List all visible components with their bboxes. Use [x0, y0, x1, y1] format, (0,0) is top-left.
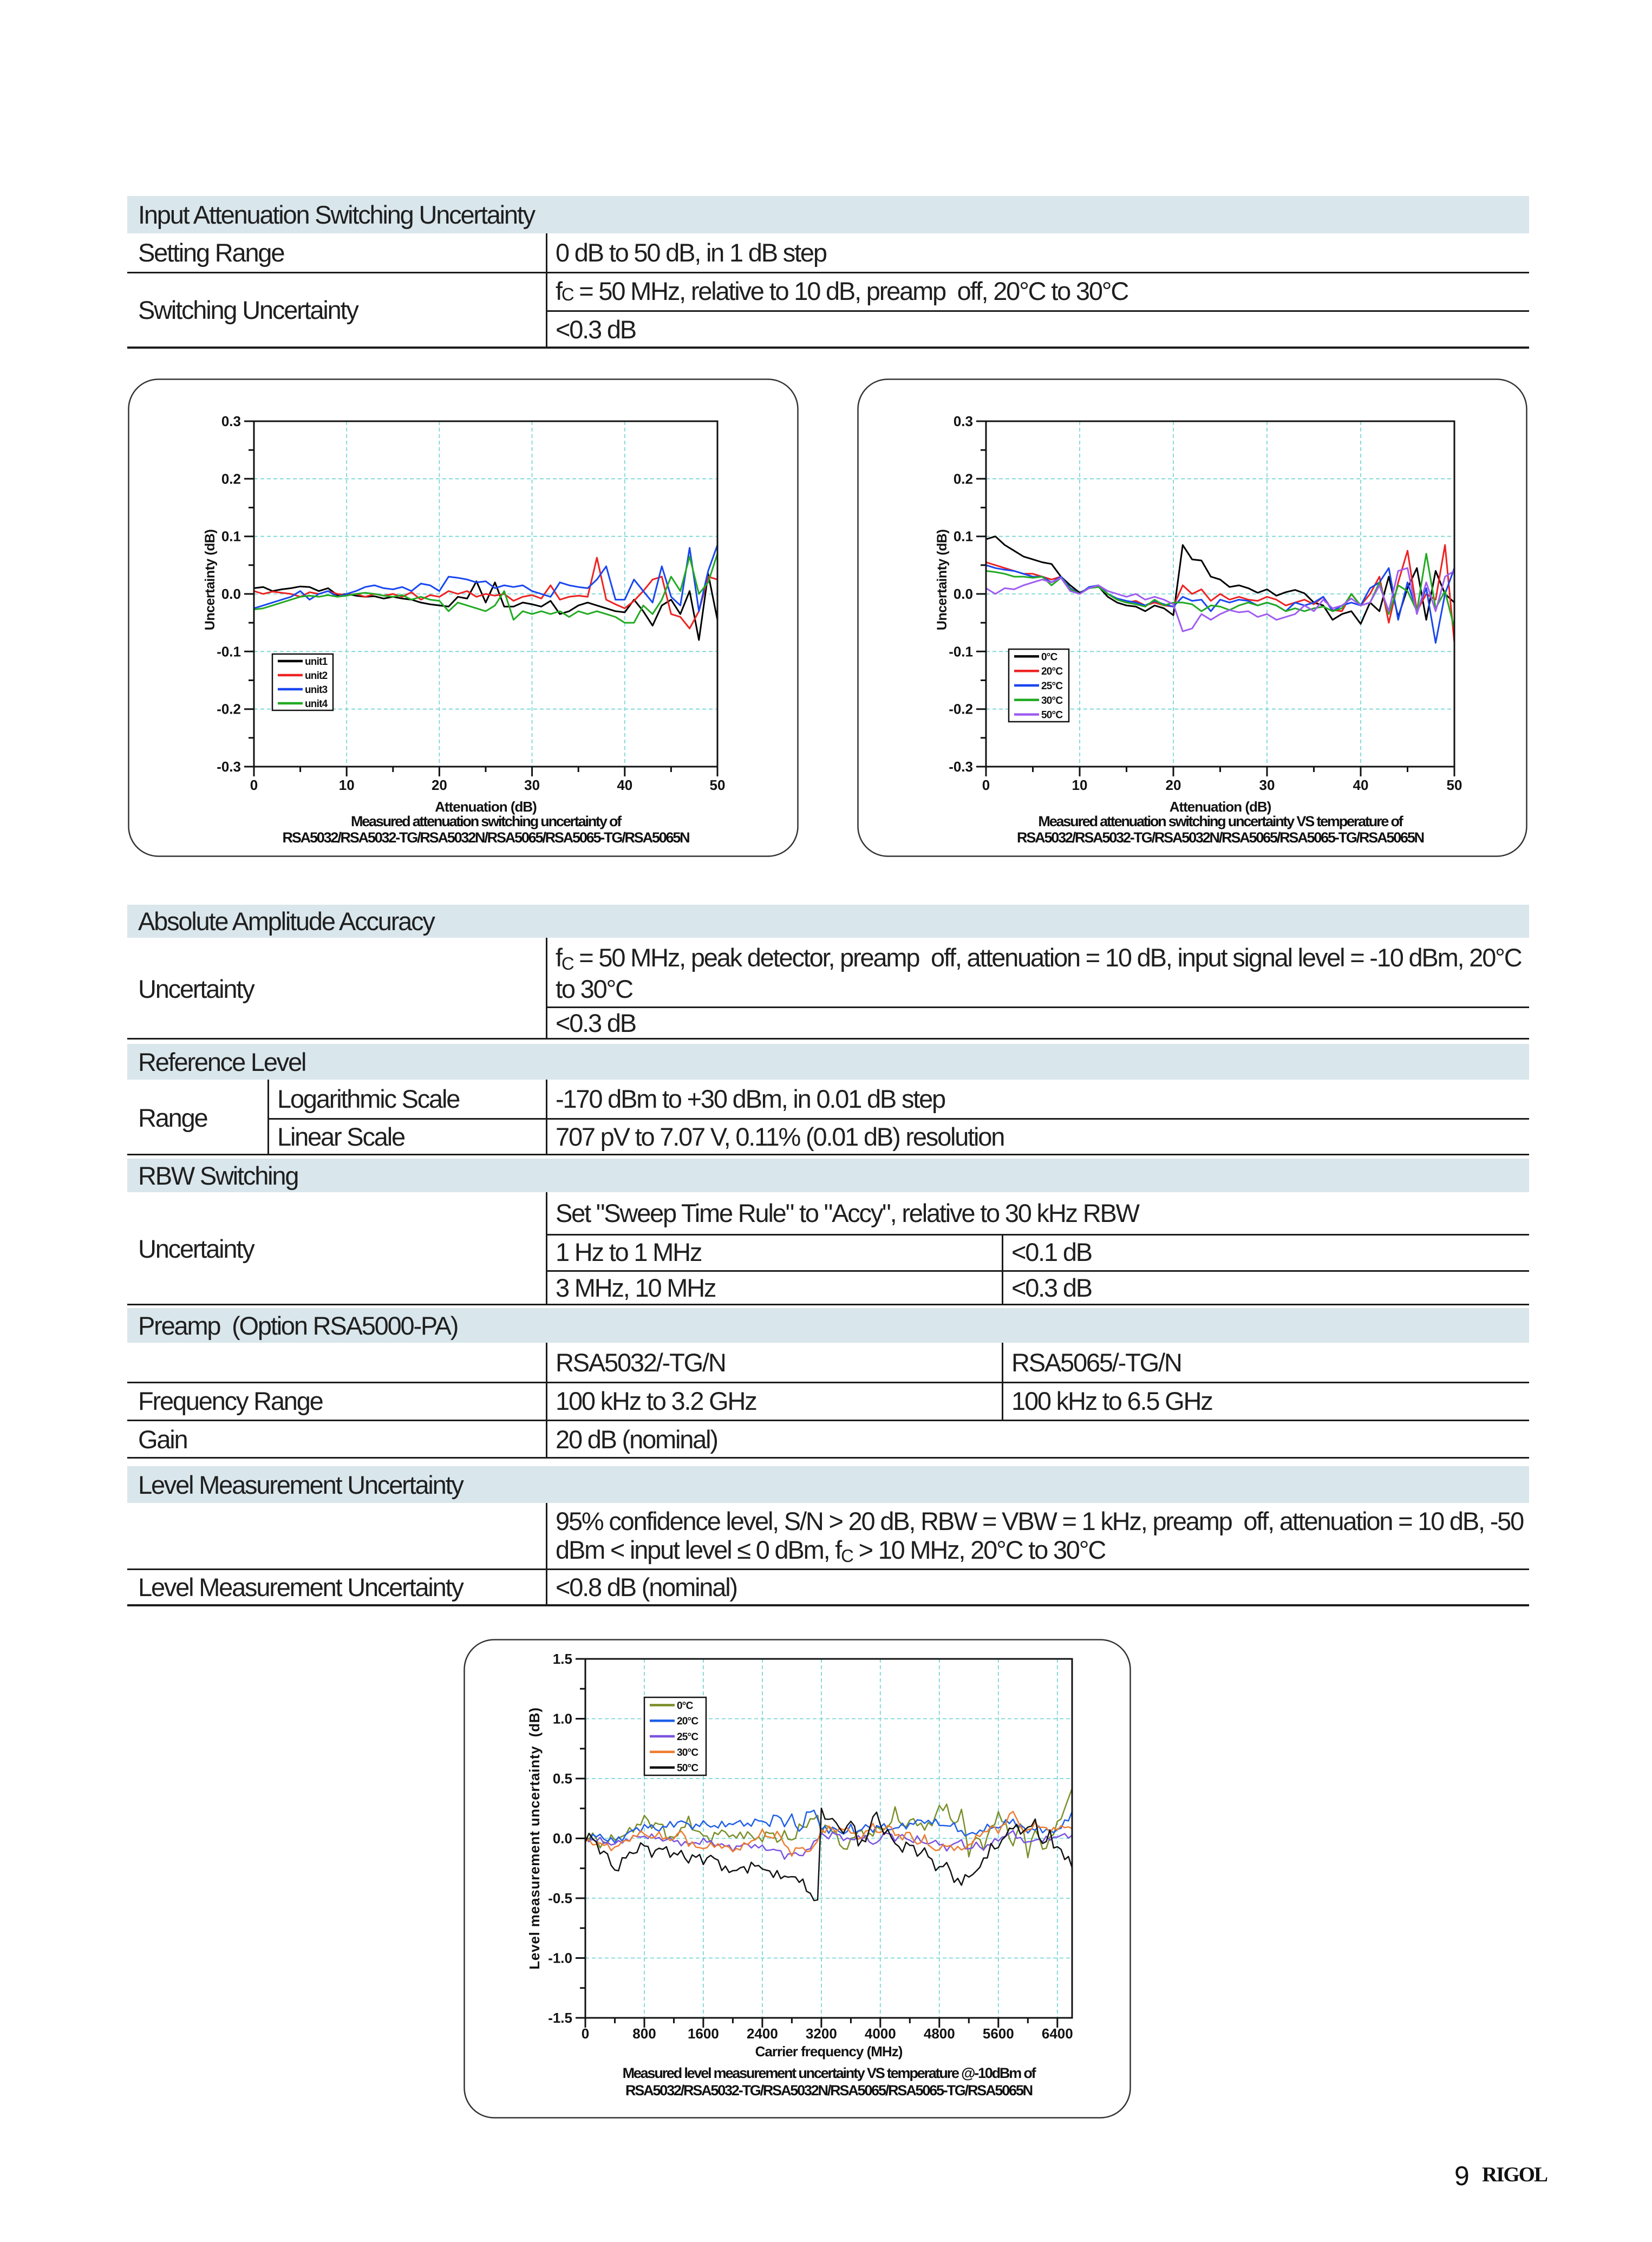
- svg-text:0°C: 0°C: [1041, 651, 1058, 663]
- svg-text:-0.5: -0.5: [548, 1890, 572, 1906]
- svg-text:RSA5032/RSA5032-TG/RSA5032N/RS: RSA5032/RSA5032-TG/RSA5032N/RSA5065/RSA5…: [625, 2082, 1033, 2099]
- svg-text:0: 0: [982, 777, 990, 793]
- svg-text:50°C: 50°C: [1041, 710, 1063, 721]
- svg-text:40: 40: [617, 777, 632, 793]
- svg-text:1600: 1600: [688, 2025, 719, 2042]
- svg-text:Measured attenuation switching: Measured attenuation switching uncertain…: [351, 813, 622, 829]
- svg-text:4800: 4800: [924, 2025, 955, 2042]
- svg-text:20°C: 20°C: [677, 1716, 698, 1727]
- svg-text:20: 20: [1166, 777, 1181, 793]
- svg-text:5600: 5600: [983, 2025, 1014, 2042]
- svg-text:20: 20: [432, 777, 447, 793]
- svg-text:40: 40: [1353, 777, 1369, 793]
- svg-text:20°C: 20°C: [1041, 666, 1063, 677]
- svg-text:0.0: 0.0: [954, 586, 973, 602]
- svg-text:30: 30: [1259, 777, 1275, 793]
- svg-text:50: 50: [710, 777, 726, 793]
- svg-text:-0.1: -0.1: [217, 643, 241, 659]
- svg-text:unit4: unit4: [305, 698, 328, 710]
- svg-text:Attenuation (dB): Attenuation (dB): [1170, 799, 1271, 815]
- svg-text:50°C: 50°C: [677, 1763, 698, 1774]
- svg-text:30: 30: [524, 777, 540, 793]
- svg-text:Measured level measurement unc: Measured level measurement uncertainty V…: [623, 2065, 1037, 2081]
- svg-text:0°C: 0°C: [677, 1700, 694, 1711]
- svg-text:unit2: unit2: [305, 670, 328, 682]
- svg-text:0.3: 0.3: [954, 413, 973, 429]
- svg-text:1.5: 1.5: [553, 1651, 572, 1667]
- svg-text:-1.0: -1.0: [548, 1950, 572, 1966]
- svg-text:25°C: 25°C: [677, 1731, 698, 1743]
- svg-text:-0.1: -0.1: [949, 643, 973, 659]
- svg-text:25°C: 25°C: [1041, 681, 1063, 692]
- svg-text:Carrier frequency (MHz): Carrier frequency (MHz): [755, 2043, 903, 2060]
- svg-text:0: 0: [582, 2025, 589, 2042]
- svg-text:4000: 4000: [865, 2025, 896, 2042]
- svg-text:-1.5: -1.5: [548, 2010, 572, 2026]
- svg-text:Uncertainty (dB): Uncertainty (dB): [203, 530, 218, 631]
- svg-text:Uncertainty (dB): Uncertainty (dB): [935, 530, 950, 631]
- svg-text:0: 0: [250, 777, 258, 793]
- svg-text:Measured attenuation switching: Measured attenuation switching uncertain…: [1038, 813, 1403, 829]
- svg-text:0.3: 0.3: [221, 413, 241, 429]
- svg-text:10: 10: [339, 777, 355, 793]
- svg-text:0.0: 0.0: [221, 586, 241, 602]
- svg-text:0.5: 0.5: [553, 1770, 572, 1787]
- svg-text:-0.3: -0.3: [217, 759, 241, 775]
- svg-text:2400: 2400: [747, 2025, 778, 2042]
- svg-text:-0.3: -0.3: [949, 759, 973, 775]
- svg-text:3200: 3200: [806, 2025, 837, 2042]
- svg-text:30°C: 30°C: [677, 1747, 698, 1759]
- svg-text:0.1: 0.1: [954, 528, 973, 545]
- svg-text:RSA5032/RSA5032-TG/RSA5032N/RS: RSA5032/RSA5032-TG/RSA5032N/RSA5065/RSA5…: [1017, 829, 1424, 846]
- svg-text:0.2: 0.2: [954, 470, 973, 487]
- svg-text:Attenuation (dB): Attenuation (dB): [435, 799, 537, 815]
- svg-text:-0.2: -0.2: [217, 701, 241, 717]
- svg-text:6400: 6400: [1042, 2025, 1073, 2042]
- svg-text:0.0: 0.0: [553, 1831, 572, 1847]
- svg-text:RSA5032/RSA5032-TG/RSA5032N/RS: RSA5032/RSA5032-TG/RSA5032N/RSA5065/RSA5…: [283, 829, 690, 846]
- svg-text:0.2: 0.2: [221, 470, 241, 487]
- svg-text:10: 10: [1072, 777, 1088, 793]
- svg-text:30°C: 30°C: [1041, 695, 1063, 707]
- svg-text:unit3: unit3: [305, 684, 328, 696]
- svg-text:50: 50: [1447, 777, 1462, 793]
- svg-text:0.1: 0.1: [221, 528, 241, 545]
- svg-text:1.0: 1.0: [553, 1711, 572, 1727]
- svg-text:800: 800: [632, 2025, 656, 2042]
- svg-text:Level measurement uncertainty: Level measurement uncertainty (dB): [526, 1707, 543, 1970]
- svg-text:unit1: unit1: [305, 656, 328, 668]
- svg-text:-0.2: -0.2: [949, 701, 973, 717]
